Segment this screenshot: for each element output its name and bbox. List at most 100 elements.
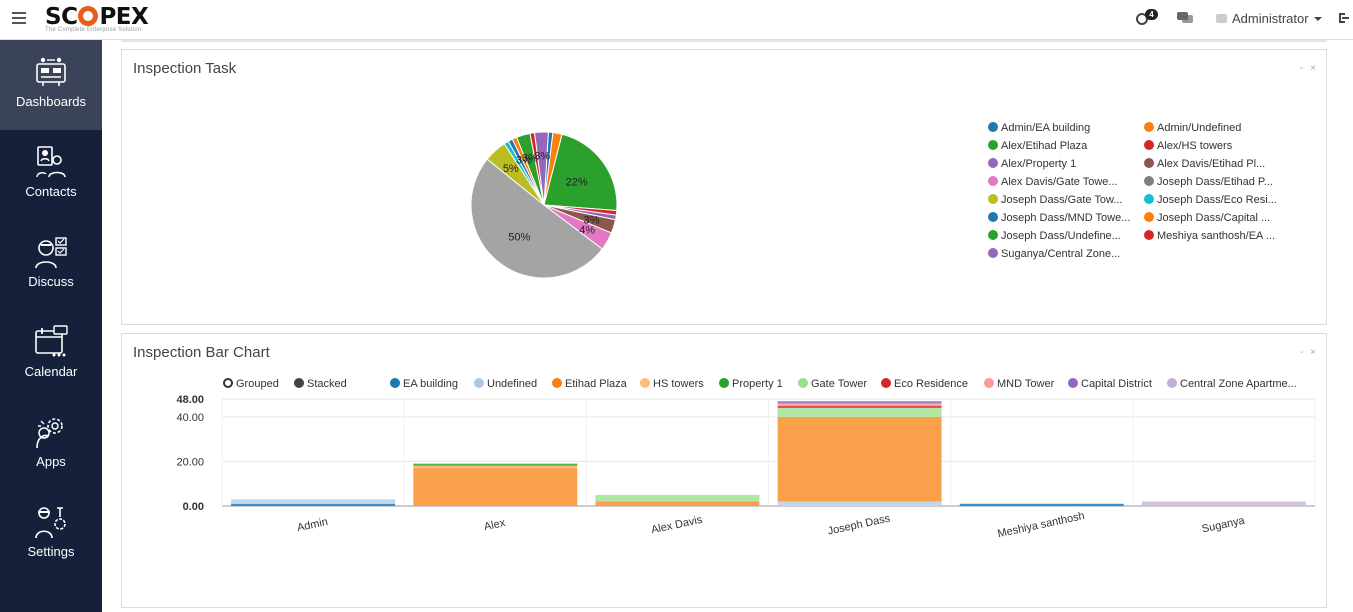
pie-slice-label: 50% <box>508 232 530 244</box>
legend-swatch <box>1144 194 1154 204</box>
bar-legend-item[interactable]: Central Zone Apartme... <box>1167 378 1297 390</box>
bar-segment[interactable] <box>777 407 942 417</box>
legend-label: Admin/Undefined <box>1157 122 1242 134</box>
app-logo[interactable]: SC PEX The Complete Enterprise Solution <box>45 4 149 33</box>
legend-swatch <box>640 378 650 388</box>
inspection-task-panel: Inspection Task - × 22% 3% 4% 50% 5% 3% 3% 3% A… <box>121 49 1327 325</box>
legend-label: Alex/Etihad Plaza <box>1001 140 1088 152</box>
legend-label: Suganya/Central Zone... <box>1001 248 1121 260</box>
inspection-bar-chart-panel: Inspection Bar Chart - × Grouped Stacked… <box>121 333 1327 608</box>
bar-legend-item[interactable]: Eco Residence <box>881 378 968 390</box>
user-name: Administrator <box>1232 11 1309 26</box>
apps-icon <box>36 418 63 449</box>
legend-label: Etihad Plaza <box>565 378 627 390</box>
pie-legend-item[interactable]: Joseph Dass/Capital ... <box>1144 212 1270 224</box>
pie-slice[interactable] <box>470 158 603 279</box>
legend-label: Capital District <box>1081 378 1152 390</box>
sidebar-item-label: Apps <box>36 454 66 469</box>
panel-title: Inspection Task <box>133 60 237 77</box>
grouped-toggle[interactable]: Grouped <box>223 378 279 390</box>
legend-swatch <box>552 378 562 388</box>
sidebar-item-contacts[interactable]: Contacts <box>0 130 102 220</box>
chevron-down-icon <box>1313 17 1322 21</box>
stacked-toggle[interactable]: Stacked <box>294 378 347 390</box>
bar-legend-item[interactable]: MND Tower <box>984 378 1054 390</box>
legend-label: Joseph Dass/Eco Resi... <box>1157 194 1277 206</box>
user-icon <box>1216 14 1227 23</box>
pie-slice[interactable] <box>533 131 549 206</box>
legend-swatch <box>1144 158 1154 168</box>
legend-swatch <box>474 378 484 388</box>
pie-legend-item[interactable]: Admin/Undefined <box>1144 122 1241 134</box>
legend-label: Central Zone Apartme... <box>1180 378 1297 390</box>
bar-segment[interactable] <box>959 503 1124 506</box>
bar-segment[interactable] <box>777 501 942 506</box>
chat-icon[interactable] <box>1177 12 1193 24</box>
pie-slice-label: 3% <box>583 215 599 227</box>
logout-icon[interactable] <box>1339 13 1349 23</box>
legend-label: EA building <box>403 378 459 390</box>
legend-label: Alex/HS towers <box>1157 140 1233 152</box>
legend-swatch <box>1144 176 1154 186</box>
user-menu[interactable]: Administrator <box>1216 11 1322 26</box>
legend-swatch <box>798 378 808 388</box>
legend-swatch <box>1144 230 1154 240</box>
bar-legend-item[interactable]: Property 1 <box>719 378 783 390</box>
bar-segment[interactable] <box>1141 501 1306 506</box>
bar-legend-item[interactable]: Undefined <box>474 378 537 390</box>
calendar-icon <box>35 325 68 357</box>
legend-swatch <box>988 230 998 240</box>
sidebar-item-calendar[interactable]: Calendar <box>0 310 102 400</box>
pie-legend-item[interactable]: Alex Davis/Gate Towe... <box>988 176 1118 188</box>
notification-badge: 4 <box>1145 9 1158 20</box>
sidebar-item-discuss[interactable]: Discuss <box>0 220 102 310</box>
notifications-icon[interactable]: 4 <box>1136 9 1158 27</box>
bar-legend-item[interactable]: Capital District <box>1068 378 1152 390</box>
x-tick-label: Suganya <box>1201 515 1247 536</box>
bar-segment[interactable] <box>777 405 942 408</box>
panel-controls[interactable]: - × <box>1300 347 1318 358</box>
sidebar: Dashboards Contacts Discuss <box>0 40 102 612</box>
sidebar-item-dashboards[interactable]: Dashboards <box>0 40 102 130</box>
bar-segment[interactable] <box>777 416 942 502</box>
pie-legend-item[interactable]: Alex/Property 1 <box>988 158 1076 170</box>
bar-segment[interactable] <box>777 403 942 406</box>
bar-segment[interactable] <box>595 494 760 502</box>
sidebar-item-apps[interactable]: Apps <box>0 400 102 490</box>
bar-legend-item[interactable]: Etihad Plaza <box>552 378 627 390</box>
menu-toggle-icon[interactable] <box>12 12 26 24</box>
sidebar-item-label: Dashboards <box>15 94 87 109</box>
bar-segment[interactable] <box>231 499 396 504</box>
legend-swatch <box>988 212 998 222</box>
pie-legend-item[interactable]: Suganya/Central Zone... <box>988 248 1120 260</box>
pie-legend-item[interactable]: Joseph Dass/MND Towe... <box>988 212 1130 224</box>
bar-segment[interactable] <box>413 463 578 466</box>
legend-swatch <box>984 378 994 388</box>
pie-legend-item[interactable]: Alex Davis/Etihad Pl... <box>1144 158 1265 170</box>
bar-segment[interactable] <box>413 465 578 469</box>
pie-slice-label: 22% <box>566 177 588 189</box>
y-tick-label: 0.00 <box>183 501 204 513</box>
bar-segment[interactable] <box>231 503 396 506</box>
bar-legend-item[interactable]: HS towers <box>640 378 704 390</box>
pie-legend-item[interactable]: Joseph Dass/Gate Tow... <box>988 194 1122 206</box>
pie-legend-item[interactable]: Alex/HS towers <box>1144 140 1232 152</box>
pie-legend-item[interactable]: Joseph Dass/Eco Resi... <box>1144 194 1277 206</box>
pie-legend-item[interactable]: Joseph Dass/Etihad P... <box>1144 176 1273 188</box>
pie-legend-item[interactable]: Admin/EA building <box>988 122 1090 134</box>
legend-swatch <box>881 378 891 388</box>
pie-slice[interactable] <box>543 133 618 212</box>
pie-legend-item[interactable]: Meshiya santhosh/EA ... <box>1144 230 1275 242</box>
pie-legend-item[interactable]: Alex/Etihad Plaza <box>988 140 1087 152</box>
sidebar-item-settings[interactable]: Settings <box>0 490 102 580</box>
bar-segment[interactable] <box>777 401 942 404</box>
bar-segment[interactable] <box>413 468 578 506</box>
bar-legend-item[interactable]: Gate Tower <box>798 378 867 390</box>
panel-controls[interactable]: - × <box>1300 63 1318 74</box>
discuss-icon <box>35 237 67 269</box>
pie-legend-item[interactable]: Joseph Dass/Undefine... <box>988 230 1121 242</box>
bar-segment[interactable] <box>595 501 760 506</box>
legend-swatch <box>1144 140 1154 150</box>
sidebar-item-label: Settings <box>27 544 75 559</box>
bar-legend-item[interactable]: EA building <box>390 378 458 390</box>
